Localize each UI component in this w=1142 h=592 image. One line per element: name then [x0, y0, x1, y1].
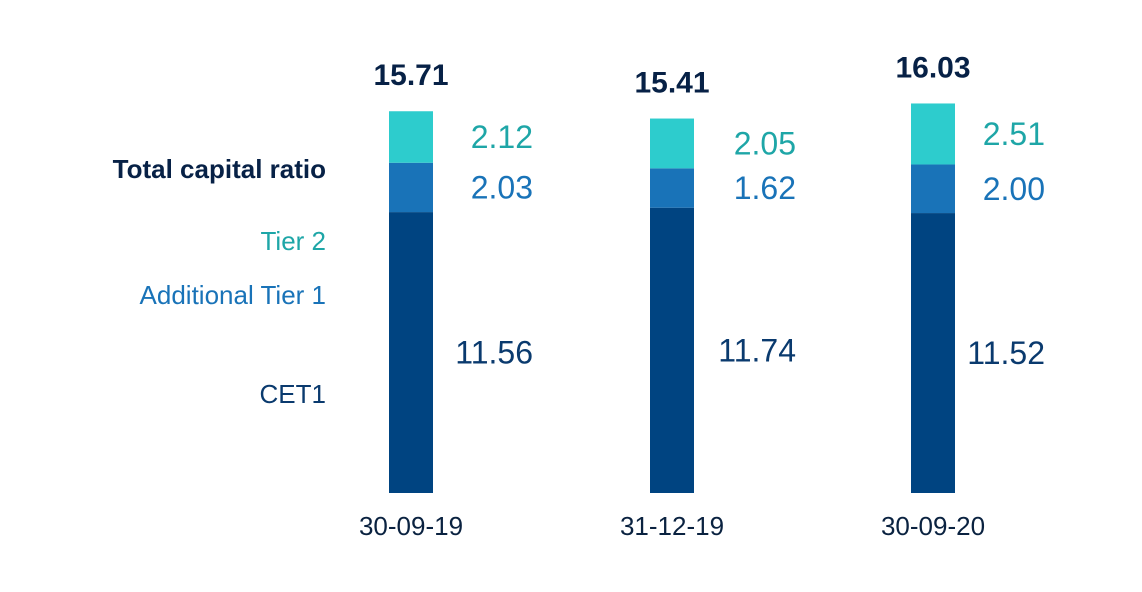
legend-tier-2: Tier 2 [260, 226, 327, 256]
bar-segment-cet1-2 [650, 207, 694, 493]
value-label-tier-2-3: 2.51 [983, 116, 1045, 152]
total-label-1: 15.71 [373, 59, 448, 92]
bar-segment-additional-tier-1-1 [389, 162, 433, 213]
value-label-cet1-1: 11.56 [455, 335, 533, 371]
legend-total-capital-ratio: Total capital ratio [112, 154, 326, 184]
bar-segment-additional-tier-1-2 [650, 168, 694, 208]
value-label-cet1-3: 11.52 [967, 335, 1045, 371]
value-label-additional-tier-1-3: 2.00 [983, 171, 1045, 207]
bar-segment-cet1-3 [911, 213, 955, 493]
bar-segment-additional-tier-1-3 [911, 164, 955, 214]
total-label-2: 15.41 [634, 67, 709, 100]
value-label-tier-2-2: 2.05 [734, 125, 796, 161]
bar-segment-tier-2-1 [389, 111, 433, 163]
category-label-1: 30-09-19 [359, 511, 463, 541]
category-label-2: 31-12-19 [620, 511, 724, 541]
value-label-additional-tier-1-2: 1.62 [734, 170, 796, 206]
category-label-3: 30-09-20 [881, 511, 985, 541]
value-label-tier-2-1: 2.12 [471, 119, 533, 155]
bar-segment-tier-2-2 [650, 118, 694, 169]
value-label-cet1-2: 11.74 [718, 332, 796, 368]
bar-segment-cet1-1 [389, 212, 433, 494]
bar-segment-tier-2-3 [911, 103, 955, 165]
legend-additional-tier-1: Additional Tier 1 [139, 280, 326, 310]
value-label-additional-tier-1-1: 2.03 [471, 169, 533, 205]
total-label-3: 16.03 [895, 51, 970, 84]
legend-cet1: CET1 [259, 379, 326, 409]
